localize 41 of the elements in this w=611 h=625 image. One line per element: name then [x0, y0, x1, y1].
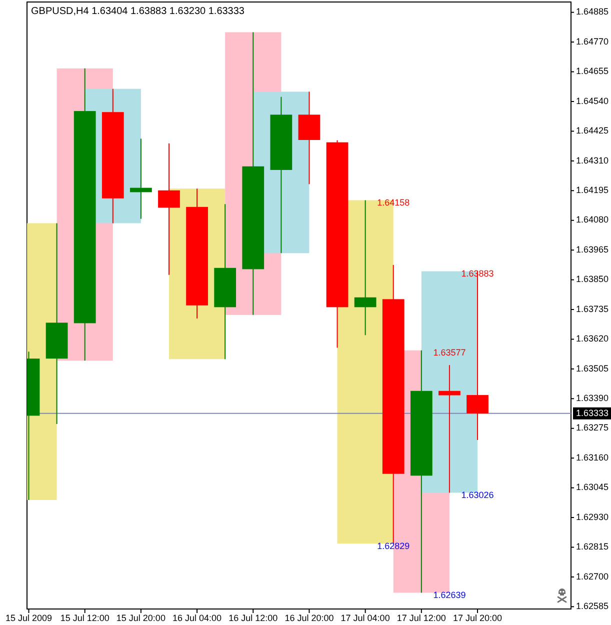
- y-tick-label: 1.63965: [576, 244, 609, 254]
- y-tick-label: 1.62585: [576, 601, 609, 612]
- y-tick-label: 1.63850: [576, 274, 609, 284]
- x-tick-label: 15 Jul 2009: [5, 613, 52, 623]
- y-tick-label: 1.63620: [576, 334, 609, 344]
- y-tick-label: 1.62700: [576, 571, 609, 582]
- x-tick-label: 16 Jul 04:00: [172, 613, 222, 623]
- y-tick-label: 1.64885: [576, 6, 609, 17]
- annotation: 1.63026: [461, 490, 494, 500]
- y-tick-label: 1.64655: [576, 66, 609, 76]
- y-tick-label: 1.62815: [576, 542, 609, 552]
- candlestick: [438, 364, 460, 494]
- x-tick-label: 15 Jul 12:00: [60, 613, 110, 623]
- y-tick-label: 1.63390: [576, 393, 609, 404]
- y-tick-label: 1.64310: [576, 155, 609, 166]
- y-tick-label: 1.64195: [576, 185, 609, 196]
- annotation: 1.62829: [377, 541, 410, 552]
- candlestick: [158, 142, 180, 276]
- x-tick-label: 16 Jul 20:00: [284, 613, 334, 623]
- y-tick-label: 1.63735: [576, 304, 609, 314]
- y-tick-label: 1.63505: [576, 363, 609, 374]
- ref-line-label: 1.63333: [576, 408, 609, 418]
- y-tick-label: 1.64080: [576, 214, 609, 225]
- x-tick-label: 17 Jul 04:00: [340, 613, 390, 623]
- y-tick-label: 1.63045: [576, 482, 609, 492]
- annotation: 1.64158: [377, 198, 410, 208]
- candlestick: [130, 138, 152, 220]
- y-tick-label: 1.64770: [576, 36, 609, 46]
- y-tick-label: 1.63160: [576, 452, 609, 462]
- annotation: 1.62639: [433, 590, 466, 600]
- x-tick-label: 17 Jul 12:00: [396, 613, 446, 623]
- y-tick-label: 1.62930: [576, 512, 609, 522]
- y-tick-label: 1.64540: [576, 96, 609, 106]
- x-tick-label: 15 Jul 20:00: [116, 613, 166, 623]
- y-tick-label: 1.63275: [576, 422, 609, 433]
- x-tick-label: 16 Jul 12:00: [228, 613, 278, 623]
- y-tick-label: 1.64425: [576, 126, 609, 136]
- chart-title: GBPUSD,H4 1.63404 1.63883 1.63230 1.63333: [31, 6, 245, 17]
- candlestick: [354, 200, 376, 336]
- x-tick-label: 17 Jul 20:00: [452, 613, 502, 623]
- annotation: 1.63577: [433, 348, 466, 358]
